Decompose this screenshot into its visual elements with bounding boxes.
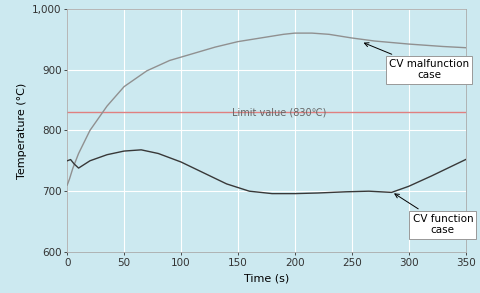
Text: CV function
case: CV function case bbox=[395, 194, 473, 235]
Y-axis label: Temperature (°C): Temperature (°C) bbox=[17, 82, 26, 178]
Text: Limit value (830℃): Limit value (830℃) bbox=[232, 107, 326, 117]
Text: CV malfunction
case: CV malfunction case bbox=[364, 43, 469, 80]
X-axis label: Time (s): Time (s) bbox=[244, 273, 289, 283]
